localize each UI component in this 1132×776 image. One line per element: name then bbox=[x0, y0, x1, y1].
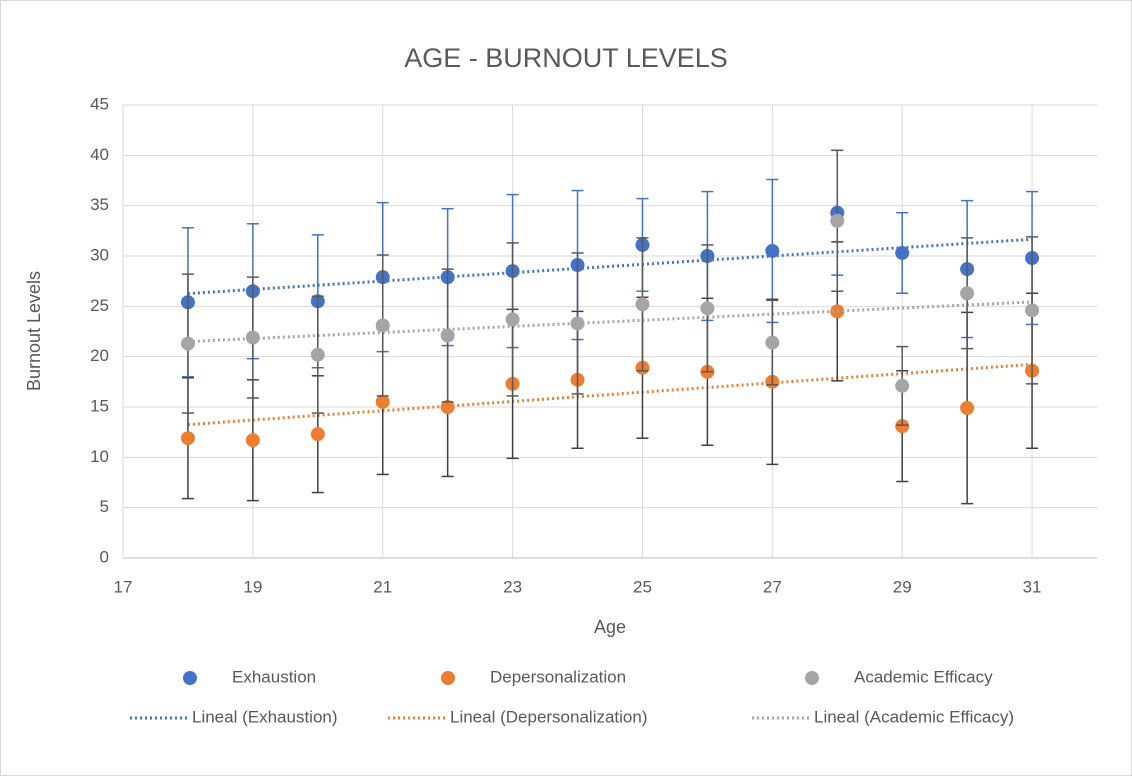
legend-marker bbox=[805, 671, 819, 685]
point bbox=[635, 297, 650, 312]
point bbox=[245, 330, 260, 345]
point bbox=[180, 336, 195, 351]
trend-line bbox=[187, 300, 1033, 344]
trend-line bbox=[187, 362, 1033, 427]
legend-label: Exhaustion bbox=[232, 667, 316, 686]
point bbox=[1025, 303, 1040, 318]
trend-line bbox=[187, 237, 1033, 296]
point bbox=[310, 347, 325, 362]
point bbox=[895, 378, 910, 393]
legend-marker bbox=[441, 671, 455, 685]
x-tick-label: 17 bbox=[114, 577, 133, 596]
point bbox=[310, 427, 325, 442]
y-tick-label: 35 bbox=[90, 195, 109, 214]
y-tick-label: 25 bbox=[90, 296, 109, 315]
legend-label: Lineal (Academic Efficacy) bbox=[814, 707, 1014, 726]
point bbox=[895, 419, 910, 434]
point bbox=[245, 433, 260, 448]
point bbox=[375, 394, 390, 409]
point bbox=[960, 401, 975, 416]
y-tick-label: 15 bbox=[90, 396, 109, 415]
chart-title: AGE - BURNOUT LEVELS bbox=[404, 43, 728, 73]
y-tick-label: 10 bbox=[90, 447, 109, 466]
point bbox=[375, 318, 390, 333]
legend-label: Lineal (Depersonalization) bbox=[450, 707, 648, 726]
legend-label: Academic Efficacy bbox=[854, 667, 993, 686]
point bbox=[830, 213, 845, 228]
x-axis-label: Age bbox=[594, 617, 626, 637]
y-tick-label: 5 bbox=[100, 497, 109, 516]
x-tick-label: 19 bbox=[243, 577, 262, 596]
point bbox=[895, 245, 910, 260]
point bbox=[765, 243, 780, 258]
y-tick-label: 0 bbox=[100, 547, 109, 566]
point bbox=[440, 400, 455, 414]
point bbox=[765, 335, 780, 350]
x-tick-label: 23 bbox=[503, 577, 522, 596]
point bbox=[700, 301, 715, 316]
x-tick-label: 31 bbox=[1023, 577, 1042, 596]
point bbox=[960, 286, 975, 301]
point bbox=[180, 431, 195, 446]
x-tick-label: 29 bbox=[893, 577, 912, 596]
y-tick-label: 45 bbox=[90, 94, 109, 113]
point bbox=[570, 316, 585, 331]
point bbox=[440, 328, 455, 343]
y-tick-label: 40 bbox=[90, 145, 109, 164]
y-tick-label: 20 bbox=[90, 346, 109, 365]
point bbox=[505, 312, 520, 327]
x-tick-label: 27 bbox=[763, 577, 782, 596]
legend-label: Lineal (Exhaustion) bbox=[192, 707, 338, 726]
legend-label: Depersonalization bbox=[490, 667, 626, 686]
x-tick-label: 21 bbox=[373, 577, 392, 596]
y-tick-label: 30 bbox=[90, 245, 109, 264]
x-tick-label: 25 bbox=[633, 577, 652, 596]
y-axis-label: Burnout Levels bbox=[24, 271, 44, 391]
legend-marker bbox=[183, 671, 197, 685]
